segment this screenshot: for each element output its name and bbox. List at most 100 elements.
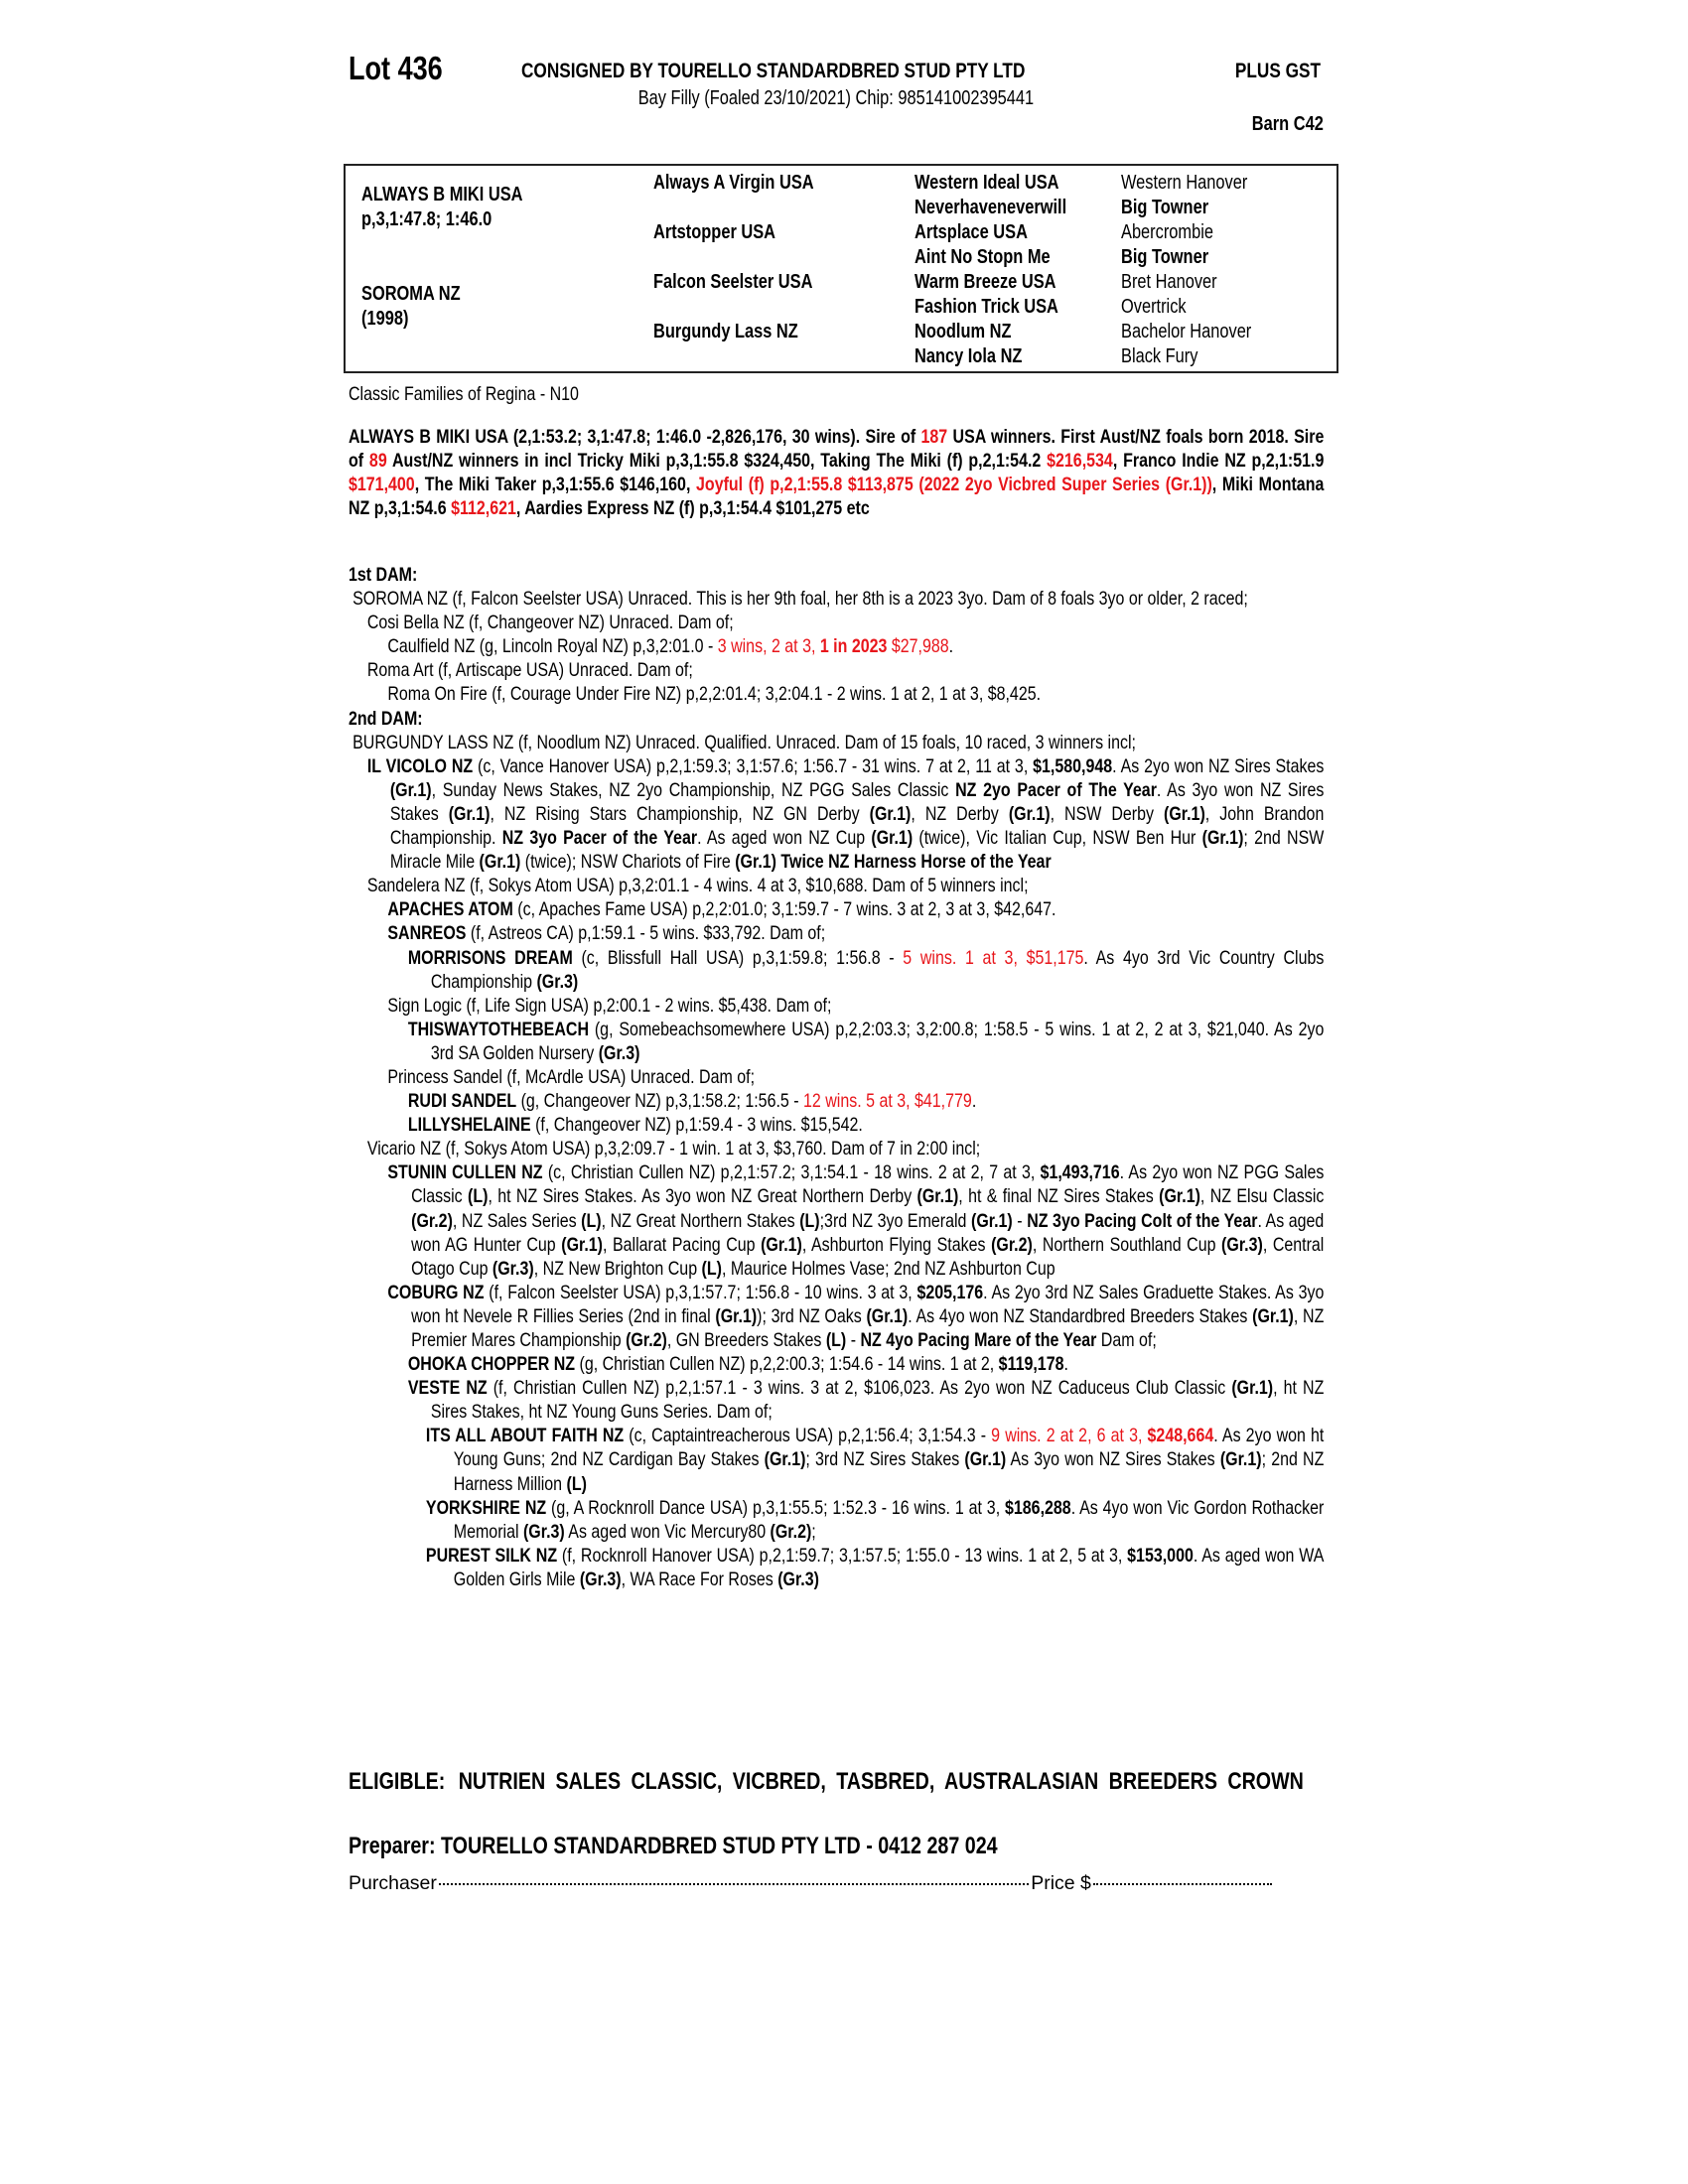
- entry-text: , ht & final NZ Sires Stakes: [958, 1185, 1160, 1208]
- highlighted-text: Joyful (f) p,2,1:55.8 $113,875 (2022 2yo…: [696, 474, 1212, 496]
- entry-text: . As aged won WA Golden Girls Mile: [453, 1544, 1325, 1590]
- pedigree-ancestor: Artsplace USA: [914, 221, 1028, 243]
- highlighted-text: 1 in 2023: [819, 635, 888, 658]
- pedigree-entry: THISWAYTOTHEBEACH (g, Somebeachsomewhere…: [349, 1018, 1325, 1065]
- entry-text: (Gr.2): [626, 1329, 667, 1351]
- entry-text: (L): [799, 1209, 820, 1232]
- entry-text: ; 2nd NSW Miracle Mile: [389, 827, 1325, 874]
- entry-text: , John Brandon Championship.: [389, 802, 1325, 850]
- entry-text: , NZ Rising Stars Championship, NZ GN De…: [490, 802, 870, 825]
- entry-text: (Gr.1): [916, 1185, 959, 1208]
- entry-text: RUDI SANDEL: [407, 1090, 517, 1113]
- entry-text: Princess Sandel (f, McArdle USA) Unraced…: [387, 1065, 756, 1088]
- highlighted-text: 9 wins. 2 at 2, 6 at 3,: [991, 1425, 1148, 1447]
- entry-text: (Gr.1): [871, 827, 914, 850]
- entry-text: Dam of;: [1096, 1329, 1157, 1351]
- entry-text: , NZ Elsu Classic: [1199, 1185, 1325, 1208]
- entry-text: Cosi Bella NZ (f, Changeover NZ) Unraced…: [366, 612, 734, 634]
- entry-text: STUNIN CULLEN NZ: [387, 1161, 543, 1184]
- entry-text: (L): [581, 1209, 602, 1232]
- entry-text: (Gr.1): [1159, 1185, 1200, 1208]
- entry-text: BURGUNDY LASS NZ (f, Noodlum NZ) Unraced…: [352, 731, 1136, 753]
- pedigree-entry: Cosi Bella NZ (f, Changeover NZ) Unraced…: [349, 611, 1324, 634]
- entry-text: Vicario NZ (f, Sokys Atom USA) p,3,2:09.…: [366, 1138, 981, 1160]
- highlighted-text: 89: [368, 450, 387, 473]
- highlighted-text: $27,988: [887, 635, 949, 658]
- entry-text: (f, Changeover NZ) p,1:59.4 - 3 wins. $1…: [530, 1114, 863, 1137]
- pedigree-entry: ITS ALL ABOUT FAITH NZ (c, Captaintreach…: [349, 1424, 1324, 1495]
- entry-text: (twice); NSW Chariots of Fire: [520, 851, 736, 874]
- pedigree-ancestor: Nancy Iola NZ: [914, 345, 1023, 367]
- pedigree-entry: STUNIN CULLEN NZ (c, Christian Cullen NZ…: [349, 1160, 1324, 1280]
- entry-text: , ht NZ Sires Stakes. As 3yo won NZ Grea…: [488, 1185, 917, 1208]
- entry-text: ; 2nd NZ Harness Million: [453, 1448, 1325, 1495]
- entry-text: ; 3rd NZ Sires Stakes: [805, 1448, 965, 1471]
- price-field[interactable]: [1092, 1883, 1272, 1885]
- entry-text: YORKSHIRE NZ: [425, 1496, 547, 1519]
- entry-text: . As 3yo won NZ Sires Stakes: [389, 778, 1325, 825]
- entry-text: (Gr.1): [561, 1233, 604, 1256]
- dam-year: (1998): [361, 308, 409, 330]
- entry-text: $1,580,948: [1033, 754, 1113, 777]
- entry-text: , NSW Derby: [1050, 802, 1164, 825]
- entry-text: ALWAYS B MIKI USA (2,1:53.2; 3,1:47.8; 1…: [349, 426, 921, 448]
- entry-text: , Ashburton Flying Stakes: [801, 1233, 992, 1256]
- entry-text: (L): [566, 1472, 587, 1495]
- entry-text: . As 4yo 3rd Vic Country Clubs Champions…: [430, 946, 1325, 993]
- entry-text: SOROMA NZ (f, Falcon Seelster USA) Unrac…: [352, 588, 1248, 611]
- entry-text: APACHES ATOM: [387, 898, 513, 921]
- entry-text: OHOKA CHOPPER NZ: [407, 1353, 576, 1376]
- entry-text: , NZ New Brighton Cup: [533, 1257, 702, 1280]
- pedigree-ancestor: Always A Virgin USA: [653, 172, 814, 194]
- pedigree-ancestor: Aint No Stopn Me: [914, 246, 1051, 268]
- dam-name: SOROMA NZ: [361, 283, 461, 305]
- highlighted-text: 12 wins. 5 at 3, $41,779: [803, 1090, 972, 1113]
- entry-text: Aust/NZ winners in incl Tricky Miki p,3,…: [386, 450, 1048, 473]
- entry-text: As 3yo won NZ Sires Stakes: [1006, 1448, 1220, 1471]
- highlighted-text: $112,621: [451, 497, 516, 520]
- entry-text: , Central Otago Cup: [411, 1233, 1325, 1280]
- entry-text: (Gr.1) Twice NZ Harness Horse of the Yea…: [735, 851, 1052, 874]
- entry-text: (Gr.3): [536, 970, 579, 993]
- entry-text: Roma Art (f, Artiscape USA) Unraced. Dam…: [366, 659, 693, 682]
- entry-text: VESTE NZ: [407, 1377, 488, 1400]
- entry-text: (Gr.1): [1201, 827, 1244, 850]
- entry-text: (Gr.3): [1221, 1233, 1263, 1256]
- entry-text: $1,493,716: [1040, 1161, 1120, 1184]
- entry-text: (Gr.1): [1231, 1377, 1274, 1400]
- entry-text: Roma On Fire (f, Courage Under Fire NZ) …: [387, 683, 1042, 706]
- entry-text: 2nd DAM:: [349, 707, 423, 730]
- pedigree-ancestor: Falcon Seelster USA: [653, 271, 813, 293]
- entry-text: $205,176: [916, 1281, 984, 1303]
- entry-text: . As 4yo won NZ Standardbred Breeders St…: [908, 1304, 1253, 1327]
- horse-description: Bay Filly (Foaled 23/10/2021) Chip: 9851…: [637, 87, 1035, 109]
- pedigree-ancestor: Warm Breeze USA: [914, 271, 1056, 293]
- entry-text: (c, Blissfull Hall USA) p,3,1:59.8; 1:56…: [572, 946, 904, 969]
- entry-text: ); 3rd NZ Oaks: [757, 1304, 867, 1327]
- highlighted-text: $216,534: [1047, 450, 1113, 473]
- entry-text: (g, Somebeachsomewhere USA) p,2,2:03.3; …: [430, 1018, 1325, 1064]
- eligible-label: ELIGIBLE:: [349, 1768, 446, 1795]
- pedigree-entry: SANREOS (f, Astreos CA) p,1:59.1 - 5 win…: [349, 921, 1324, 945]
- entry-text: (Gr.1): [1252, 1304, 1294, 1327]
- entry-text: (c, Christian Cullen NZ) p,2,1:57.2; 3,1…: [542, 1161, 1041, 1184]
- entry-text: .: [1063, 1353, 1068, 1376]
- entry-text: NZ 3yo Pacing Colt of the Year: [1027, 1209, 1258, 1232]
- entry-text: SANREOS: [387, 922, 467, 945]
- entry-text: (L): [825, 1329, 847, 1351]
- entry-text: . As 2yo won ht Young Guns; 2nd NZ Cardi…: [453, 1425, 1325, 1471]
- pedigree-entry: Roma Art (f, Artiscape USA) Unraced. Dam…: [349, 658, 1324, 682]
- highlighted-text: $171,400: [349, 474, 415, 496]
- entry-text: (f, Astreos CA) p,1:59.1 - 5 wins. $33,7…: [466, 922, 826, 945]
- entry-text: . As 4yo won Vic Gordon Rothacker Memori…: [453, 1496, 1325, 1543]
- pedigree-ancestor: Bret Hanover: [1121, 271, 1217, 293]
- sire-summary: ALWAYS B MIKI USA (2,1:53.2; 3,1:47.8; 1…: [349, 425, 1324, 520]
- pedigree-ancestor: Black Fury: [1121, 345, 1198, 367]
- pedigree-ancestor: Big Towner: [1121, 197, 1209, 218]
- purchase-line: Purchaser Price $: [349, 1872, 1274, 1895]
- purchaser-field[interactable]: [438, 1883, 1030, 1885]
- entry-text: $153,000: [1127, 1544, 1194, 1567]
- entry-text: (f, Falcon Seelster USA) p,3,1:57.7; 1:5…: [484, 1281, 917, 1303]
- entry-text: (Gr.1): [1163, 802, 1205, 825]
- pedigree-entry: OHOKA CHOPPER NZ (g, Christian Cullen NZ…: [349, 1352, 1324, 1376]
